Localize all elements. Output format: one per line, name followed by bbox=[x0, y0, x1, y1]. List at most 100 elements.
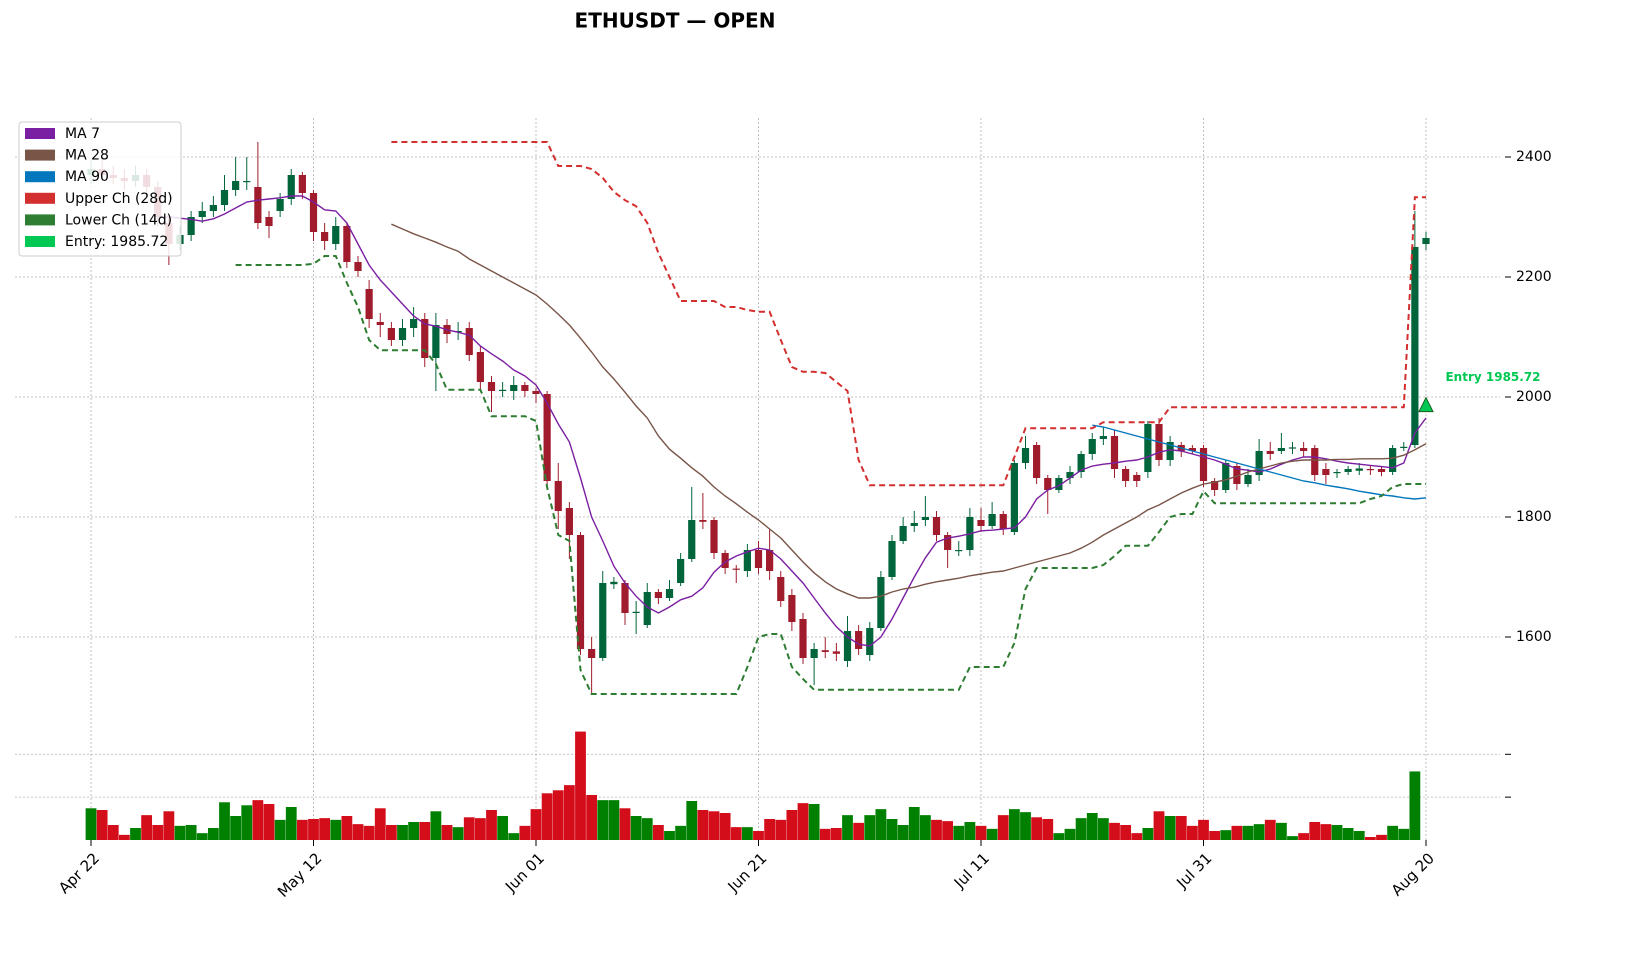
candle-body bbox=[343, 226, 351, 262]
candle-body bbox=[1010, 463, 1018, 532]
volume-bar bbox=[1287, 836, 1298, 840]
volume-bar bbox=[919, 815, 931, 840]
volume-bar bbox=[296, 819, 308, 840]
candle-body bbox=[1055, 478, 1063, 490]
candle-body bbox=[410, 319, 418, 328]
candle-body bbox=[921, 517, 929, 520]
volume-bar bbox=[563, 785, 575, 840]
candle-body bbox=[855, 631, 863, 649]
candle-body bbox=[677, 559, 685, 583]
volume-bar bbox=[1398, 828, 1410, 840]
candle-body bbox=[554, 481, 562, 511]
candle-body bbox=[910, 523, 918, 526]
candle-body bbox=[599, 583, 607, 658]
candle-body bbox=[843, 631, 852, 661]
volume-bar bbox=[408, 822, 420, 840]
x-tick-label: Jul 31 bbox=[1172, 849, 1215, 892]
candle-body bbox=[832, 651, 840, 654]
volume-bar bbox=[1186, 825, 1198, 840]
volume-bar bbox=[1031, 817, 1043, 840]
candle-body bbox=[1344, 469, 1352, 472]
entry-label: Entry 1985.72 bbox=[1445, 370, 1540, 384]
volume-bar bbox=[897, 825, 909, 840]
candle-body bbox=[1110, 436, 1119, 469]
volume-bar bbox=[530, 809, 542, 840]
candle-body bbox=[1377, 469, 1386, 472]
volume-bar bbox=[1097, 818, 1109, 840]
candle-body bbox=[977, 520, 985, 526]
y-tick-label: 1600 bbox=[1516, 629, 1552, 645]
volume-bar bbox=[241, 805, 253, 840]
candle-body bbox=[999, 514, 1007, 529]
legend-swatch bbox=[25, 171, 55, 183]
volume-bar bbox=[1153, 811, 1165, 840]
volume-bar bbox=[519, 825, 531, 840]
ma-line bbox=[391, 223, 1427, 599]
volume-bar bbox=[141, 815, 153, 840]
volume-bar bbox=[397, 825, 408, 840]
volume-bar bbox=[463, 817, 475, 840]
candle-body bbox=[1266, 451, 1274, 454]
volume-bar bbox=[452, 827, 464, 840]
volume-bar bbox=[1253, 824, 1265, 840]
candle-body bbox=[754, 550, 763, 568]
y-tick-label: 1800 bbox=[1516, 509, 1552, 525]
volume-bar bbox=[85, 808, 97, 840]
volume-bar bbox=[719, 813, 731, 840]
volume-bar bbox=[308, 819, 319, 840]
volume-bar bbox=[1309, 822, 1321, 840]
x-tick-label: Jun 21 bbox=[724, 849, 771, 896]
volume-bar bbox=[808, 804, 820, 840]
volume-bar bbox=[1409, 771, 1421, 840]
candle-body bbox=[1099, 436, 1107, 439]
candle-body bbox=[1133, 475, 1141, 481]
candle-body bbox=[298, 175, 306, 193]
candle-body bbox=[888, 541, 896, 577]
x-tick-label: Aug 20 bbox=[1388, 849, 1438, 899]
volume-bar bbox=[686, 801, 698, 840]
candle-body bbox=[1422, 238, 1430, 244]
volume-bar bbox=[330, 819, 342, 840]
candle-body bbox=[1300, 448, 1308, 451]
candle-body bbox=[1021, 448, 1030, 463]
legend-label: MA 90 bbox=[65, 169, 109, 185]
volume-bar bbox=[152, 825, 164, 840]
volume-bar bbox=[508, 833, 520, 840]
candle-body bbox=[643, 592, 651, 625]
candle-body bbox=[265, 217, 273, 226]
volume-bar bbox=[352, 824, 364, 840]
candle-body bbox=[1033, 445, 1041, 478]
volume-bar bbox=[1298, 833, 1310, 840]
candle-body bbox=[1122, 469, 1130, 481]
candle-body bbox=[944, 535, 952, 550]
candle-body bbox=[955, 550, 963, 552]
candle-body bbox=[1077, 454, 1085, 472]
ma-line bbox=[1092, 424, 1427, 500]
candle-body bbox=[766, 550, 774, 571]
volume-bar bbox=[630, 816, 642, 840]
candle-body bbox=[743, 550, 751, 571]
legend-swatch bbox=[25, 192, 55, 204]
volume-bar bbox=[886, 819, 898, 840]
volume-bar bbox=[1220, 830, 1232, 840]
volume-bar bbox=[953, 825, 965, 840]
candle-body bbox=[988, 514, 996, 526]
chart-title: ETHUSDT — OPEN bbox=[575, 9, 776, 33]
volume-bar bbox=[1053, 833, 1065, 840]
candle-body bbox=[387, 328, 395, 340]
volume-bar bbox=[1086, 813, 1098, 840]
legend-swatch bbox=[25, 236, 55, 247]
candle-body bbox=[487, 382, 496, 391]
candle-body bbox=[810, 649, 818, 658]
channel-line bbox=[235, 255, 1426, 695]
volume-bar bbox=[931, 819, 942, 840]
volume-bar bbox=[385, 825, 397, 840]
volume-bar bbox=[997, 815, 1009, 840]
candle-body bbox=[777, 577, 785, 601]
volume-bar bbox=[597, 800, 609, 840]
candle-body bbox=[521, 385, 529, 391]
legend-label: MA 28 bbox=[65, 148, 109, 164]
volume-bar bbox=[864, 815, 876, 840]
candle-body bbox=[432, 325, 440, 358]
candle-body bbox=[1088, 439, 1096, 454]
